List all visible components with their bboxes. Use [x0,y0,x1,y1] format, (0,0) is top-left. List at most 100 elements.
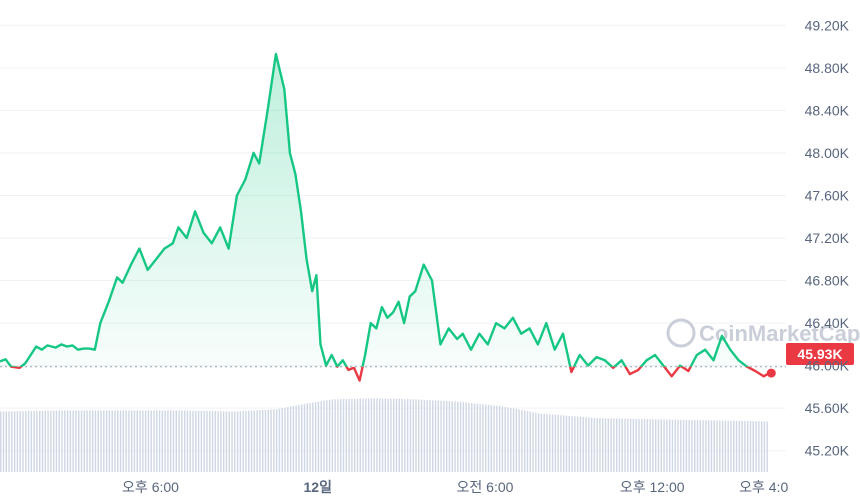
volume-bar [320,401,322,472]
volume-bar [409,399,412,472]
volume-bar [192,410,194,472]
volume-bars [0,398,768,472]
volume-bar [236,411,239,472]
volume-bar [11,411,13,472]
volume-bar [565,415,568,472]
volume-bar [114,410,116,472]
volume-bar [295,405,297,472]
volume-bar [705,420,707,472]
price-line-down [9,366,770,382]
volume-bar [231,411,233,472]
volume-bar [108,410,111,472]
volume-bar [641,418,643,472]
volume-bar [540,413,543,472]
volume-bar [521,410,523,472]
volume-bar [716,420,718,472]
volume-bar [52,410,55,472]
volume-bar [334,399,336,472]
gridlines [0,24,786,452]
volume-bar [217,411,219,472]
volume-bar [501,406,504,472]
volume-bar [144,410,147,472]
coinmarketcap-logo-icon [666,318,696,348]
volume-bar [61,410,63,472]
volume-bar [36,410,38,472]
y-tick-label: 46.80K [805,273,850,289]
volume-bar [666,419,668,472]
y-tick-label: 48.40K [805,102,850,118]
volume-bar [41,410,44,472]
volume-bar [543,413,545,472]
volume-bar [370,398,373,472]
volume-bar [707,420,710,472]
volume-bar [615,418,618,472]
volume-bar [195,410,197,472]
volume-bar [248,410,250,472]
volume-bar [730,420,732,472]
volume-bar [632,418,635,472]
volume-bar [228,411,230,472]
volume-bar [529,411,531,472]
volume-bar [518,409,520,472]
volume-bar [688,419,690,472]
volume-bar [448,401,451,472]
volume-bar [571,416,573,472]
volume-bar [549,414,551,472]
volume-bar [312,402,314,472]
volume-bar [326,400,328,472]
volume-bar [94,410,97,472]
volume-bar [337,399,339,472]
volume-bar [97,410,99,472]
volume-bar [668,419,671,472]
volume-bar [576,416,579,472]
volume-bar [699,420,701,472]
volume-bar [741,420,743,472]
volume-bar [253,410,256,472]
y-axis-labels: 49.20K 48.80K 48.40K 48.00K 47.60K 47.20K 46.8… [805,17,850,458]
volume-bar [142,410,144,472]
volume-bar [507,407,509,472]
x-tick-label: 오후 4:0 [739,479,788,495]
current-price-badge-bg [786,343,854,365]
x-axis-labels: 오후 6:00 12일 오전 6:00 오후 12:00 오후 4:0 [122,479,788,495]
volume-bar [459,401,462,472]
volume-bar [596,418,598,472]
volume-bar [524,410,526,472]
volume-bar [484,404,487,472]
volume-bar [172,410,175,472]
volume-bar [393,398,395,472]
volume-bar [498,406,501,472]
volume-bar [303,403,306,472]
volume-bar [314,402,317,472]
volume-bar [164,410,166,472]
volume-bar [306,403,308,472]
volume-bar [746,421,749,472]
volume-bar [256,410,258,472]
volume-bar [401,399,403,472]
volume-bar [588,417,590,472]
volume-bar [635,418,637,472]
volume-bar [551,414,554,472]
volume-bar [398,398,400,472]
volume-bar [289,406,292,472]
volume-bar [342,399,345,472]
volume-bar [465,402,467,472]
volume-bar [755,421,757,472]
volume-bar [239,411,242,472]
volume-bar [44,410,46,472]
volume-bar [702,420,704,472]
volume-bar [713,420,715,472]
y-tick-label: 47.60K [805,187,850,203]
volume-bar [345,399,348,472]
volume-bar [122,410,125,472]
volume-bar [22,411,24,472]
volume-bar [546,414,548,472]
volume-bar [147,410,150,472]
volume-bar [365,398,367,472]
volume-bar [618,418,621,472]
volume-bar [66,410,69,472]
volume-bar [535,412,537,472]
price-area-fill [0,54,770,367]
volume-bar [111,410,113,472]
volume-bar [384,398,387,472]
